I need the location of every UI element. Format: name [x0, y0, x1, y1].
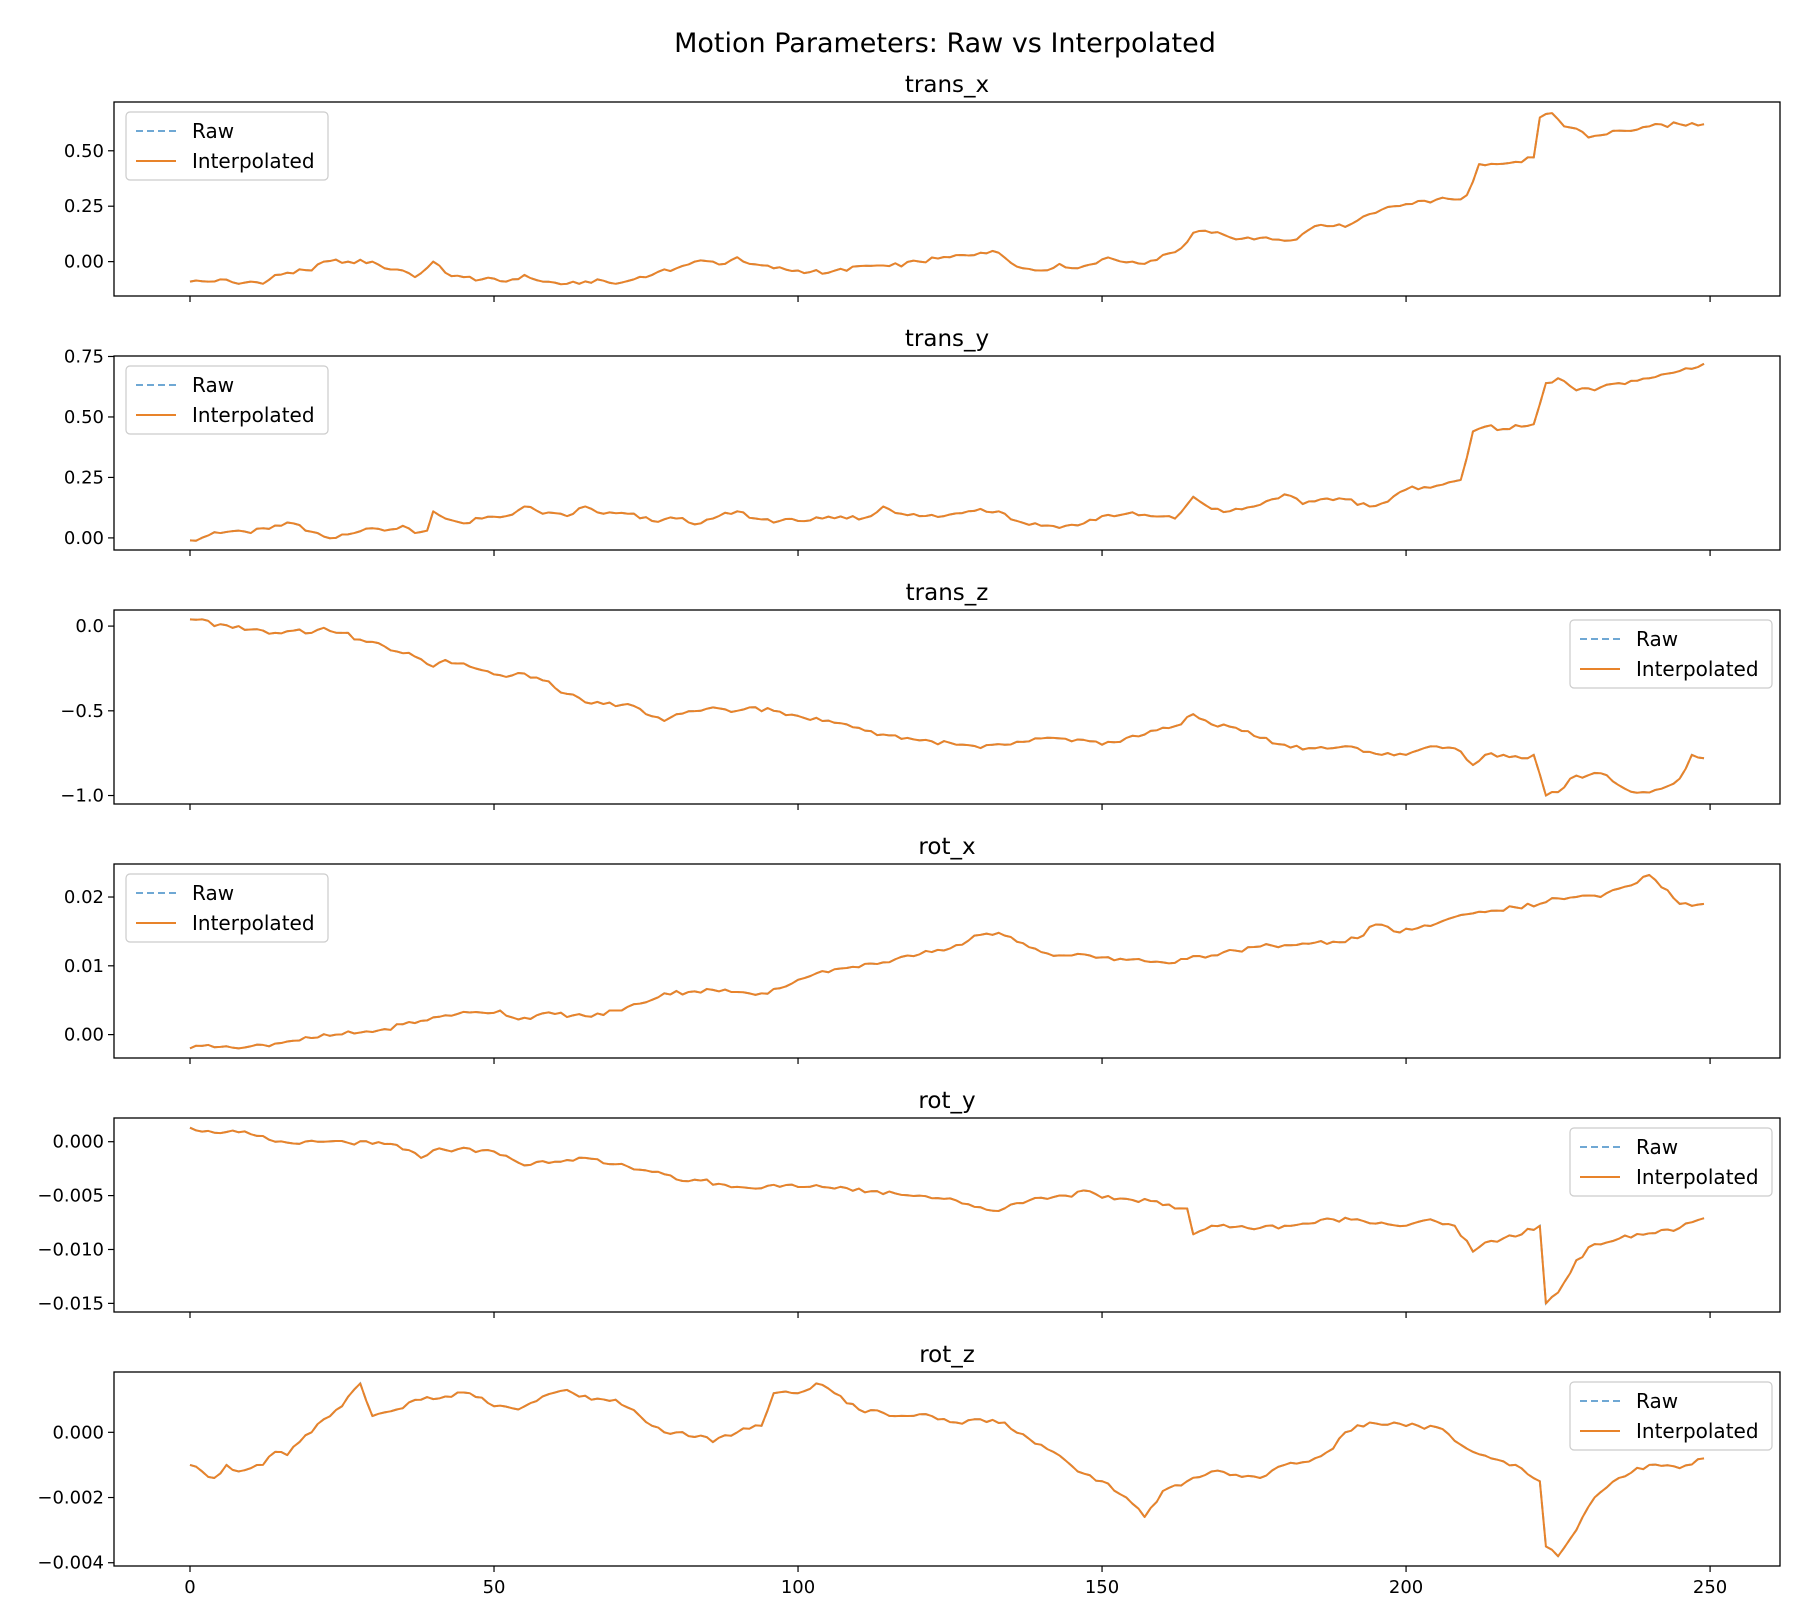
- y-tick-label: 0.50: [64, 141, 104, 162]
- legend-box: [1569, 1381, 1773, 1451]
- legend-label: Raw: [1636, 1389, 1678, 1413]
- y-tick-label: −0.015: [37, 1293, 104, 1314]
- y-tick-label: 0.25: [64, 196, 104, 217]
- subplot-trans-z: trans_z −1.0 −0.5 0.0 Raw Interpolated: [60, 580, 1781, 810]
- legend-label: Interpolated: [1636, 1165, 1759, 1189]
- series-line-interpolated: [189, 874, 1705, 1050]
- axes-frame: [113, 1371, 1781, 1567]
- subplot-title: rot_z: [919, 1342, 975, 1368]
- subplot-title: trans_x: [905, 72, 989, 98]
- series-line-interpolated: [189, 1126, 1705, 1305]
- y-tick-label: 0.50: [64, 407, 104, 428]
- y-tick-label: 0.75: [64, 346, 104, 367]
- axes-frame: [113, 863, 1781, 1059]
- axes-frame: [113, 1117, 1781, 1313]
- y-tick-label: 0.01: [64, 956, 104, 977]
- subplot-rot-z: rot_z −0.004 −0.002 0.000 0 50 100 150 200 250 Raw…: [37, 1342, 1781, 1598]
- series-line-interpolated: [189, 112, 1705, 286]
- y-tick-label: 0.25: [64, 467, 104, 488]
- legend-label: Interpolated: [1636, 657, 1759, 681]
- x-tick-label: 0: [184, 1577, 195, 1598]
- y-tick-label: −0.004: [37, 1553, 104, 1574]
- x-tick-label: 100: [781, 1577, 815, 1598]
- x-tick-label: 200: [1389, 1577, 1423, 1598]
- series-line-interpolated: [189, 618, 1705, 797]
- axes-frame: [113, 355, 1781, 551]
- legend: Raw Interpolated: [125, 111, 329, 181]
- legend-label: Interpolated: [192, 149, 315, 173]
- y-tick-label: −0.005: [37, 1186, 104, 1207]
- legend: Raw Interpolated: [1569, 619, 1773, 689]
- axes-frame: [113, 609, 1781, 805]
- legend-box: [1569, 619, 1773, 689]
- y-tick-label: 0.00: [64, 1025, 104, 1046]
- legend-label: Raw: [1636, 1135, 1678, 1159]
- y-tick-label: 0.0: [75, 616, 104, 637]
- subplot-stack: trans_x0.000.250.50RawInterpolatedtrans_…: [37, 72, 1781, 1598]
- legend-box: [125, 111, 329, 181]
- subplot-rot-y: rot_y −0.015 −0.010 −0.005 0.000 Raw Interpola…: [37, 1088, 1781, 1318]
- legend-label: Raw: [192, 881, 234, 905]
- y-tick-label: 0.000: [52, 1422, 104, 1443]
- subplot-trans-y: trans_y 0.00 0.25 0.50 0.75 Raw Interpolated: [64, 326, 1781, 556]
- legend: Raw Interpolated: [1569, 1381, 1773, 1451]
- y-tick-label: 0.00: [64, 252, 104, 273]
- legend: Raw Interpolated: [1569, 1127, 1773, 1197]
- x-tick-label: 250: [1693, 1577, 1727, 1598]
- legend: Raw Interpolated: [125, 873, 329, 943]
- subplot-title: rot_y: [918, 1088, 975, 1114]
- subplot-title: trans_y: [905, 326, 989, 352]
- y-tick-label: 0.02: [64, 887, 104, 908]
- y-tick-label: 0.00: [64, 528, 104, 549]
- legend-box: [1569, 1127, 1773, 1197]
- axes-frame: [113, 101, 1781, 297]
- y-tick-label: −0.010: [37, 1239, 104, 1260]
- y-tick-label: −0.002: [37, 1488, 104, 1509]
- subplot-rot-x: rot_x 0.00 0.01 0.02 Raw Interpolated: [64, 834, 1781, 1064]
- legend-label: Interpolated: [192, 403, 315, 427]
- x-tick-label: 150: [1085, 1577, 1119, 1598]
- legend-label: Interpolated: [1636, 1419, 1759, 1443]
- legend-label: Raw: [1636, 627, 1678, 651]
- y-tick-label: −1.0: [60, 786, 104, 807]
- subplot-title: rot_x: [918, 834, 975, 860]
- y-tick-label: −0.5: [60, 701, 104, 722]
- x-tick-label: 50: [483, 1577, 506, 1598]
- figure-title: Motion Parameters: Raw vs Interpolated: [674, 28, 1216, 59]
- legend-label: Raw: [192, 119, 234, 143]
- series-line-interpolated: [189, 362, 1705, 542]
- legend: Raw Interpolated: [125, 365, 329, 435]
- legend-label: Interpolated: [192, 911, 315, 935]
- legend-box: [125, 873, 329, 943]
- series-line-interpolated: [189, 1382, 1705, 1558]
- legend-box: [125, 365, 329, 435]
- legend-label: Raw: [192, 373, 234, 397]
- y-tick-label: 0.000: [52, 1132, 104, 1153]
- subplot-trans-x: trans_x 0.00 0.25 0.50 Raw Interpolated: [64, 72, 1781, 302]
- subplot-title: trans_z: [906, 580, 989, 606]
